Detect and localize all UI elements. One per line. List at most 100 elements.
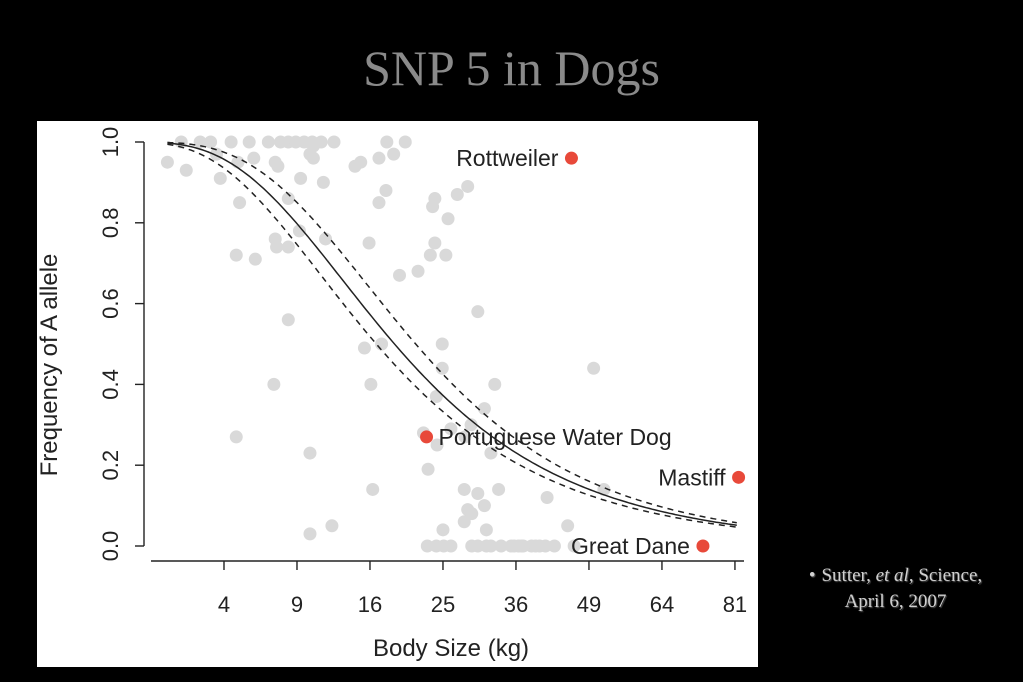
breed-point bbox=[477, 499, 491, 513]
breed-point bbox=[213, 171, 227, 185]
y-axis-label: Frequency of A allele bbox=[37, 254, 63, 477]
breed-point bbox=[441, 212, 455, 226]
breed-point bbox=[261, 135, 275, 149]
breed-point bbox=[444, 422, 458, 436]
breed-point bbox=[372, 196, 386, 210]
citation-authors: Sutter, bbox=[821, 565, 871, 586]
breed-point bbox=[450, 188, 464, 202]
breed-point bbox=[435, 361, 449, 375]
breed-point bbox=[479, 523, 493, 537]
y-tick-label: 0.8 bbox=[98, 208, 123, 239]
breed-point bbox=[366, 482, 380, 496]
breed-point bbox=[471, 486, 485, 500]
citation-journal: , Science, bbox=[908, 565, 983, 586]
breed-point bbox=[364, 377, 378, 391]
breed-point bbox=[492, 482, 506, 496]
breed-point bbox=[420, 539, 434, 553]
x-tick-label: 4 bbox=[218, 592, 230, 617]
breed-point bbox=[428, 236, 442, 250]
fit-curves bbox=[167, 141, 737, 528]
y-tick-label: 0.6 bbox=[98, 288, 123, 319]
y-tick-label: 0.0 bbox=[98, 531, 123, 562]
breed-point bbox=[354, 155, 368, 169]
breed-point bbox=[398, 135, 412, 149]
citation-date: April 6, 2007 bbox=[844, 591, 947, 612]
breed-point bbox=[393, 268, 407, 282]
x-tick-label: 16 bbox=[358, 592, 382, 617]
breed-point bbox=[488, 377, 502, 391]
breed-point bbox=[444, 539, 458, 553]
breed-point bbox=[379, 183, 393, 197]
breed-point bbox=[372, 151, 386, 165]
x-ticks: 4 9 16 25 36 49 64 81 bbox=[218, 561, 747, 617]
breed-point bbox=[421, 462, 435, 476]
breed-point bbox=[303, 527, 317, 541]
breed-point bbox=[494, 539, 508, 553]
breed-point bbox=[380, 135, 394, 149]
breed-point bbox=[160, 155, 174, 169]
x-axis-label: Body Size (kg) bbox=[373, 635, 529, 662]
breed-point bbox=[281, 192, 295, 206]
slide-title: SNP 5 in Dogs bbox=[363, 40, 660, 96]
breed-point bbox=[231, 155, 245, 169]
breed-point bbox=[316, 175, 330, 189]
citation: • Sutter, et al, Science, April 6, 2007 bbox=[768, 563, 1023, 615]
breed-point bbox=[567, 539, 581, 553]
breed-point bbox=[267, 377, 281, 391]
breed-point bbox=[292, 224, 306, 238]
breed-label: Mastiff bbox=[658, 464, 726, 490]
breed-point bbox=[428, 192, 442, 206]
fit-curve bbox=[167, 142, 737, 526]
breed-point bbox=[271, 159, 285, 173]
breed-point bbox=[465, 507, 479, 521]
breed-point bbox=[229, 248, 243, 262]
breed-point bbox=[327, 135, 341, 149]
y-tick-label: 0.2 bbox=[98, 450, 123, 481]
breed-point bbox=[540, 491, 554, 505]
x-tick-label: 36 bbox=[504, 592, 528, 617]
breed-label: Rottweiler bbox=[456, 145, 559, 171]
breed-point bbox=[464, 418, 478, 432]
breed-point bbox=[561, 519, 575, 533]
x-tick-label: 49 bbox=[577, 592, 601, 617]
breed-point bbox=[435, 337, 449, 351]
breed-point bbox=[484, 539, 498, 553]
breed-point bbox=[597, 482, 611, 496]
breed-point bbox=[325, 519, 339, 533]
breed-point bbox=[357, 341, 371, 355]
breed-point bbox=[436, 523, 450, 537]
y-ticks: 0.0 0.2 0.4 0.6 0.8 1.0 bbox=[98, 127, 144, 562]
breed-point bbox=[547, 539, 561, 553]
breed-point bbox=[233, 196, 247, 210]
breed-point bbox=[242, 135, 256, 149]
confidence-curve bbox=[167, 143, 737, 528]
breed-point bbox=[538, 539, 552, 553]
breed-point bbox=[430, 438, 444, 452]
x-tick-label: 25 bbox=[431, 592, 455, 617]
breed-point bbox=[458, 430, 472, 444]
confidence-curve bbox=[167, 141, 737, 524]
breed-point bbox=[281, 313, 295, 327]
highlight-point bbox=[420, 430, 434, 444]
breed-point bbox=[423, 248, 437, 262]
y-tick-label: 0.4 bbox=[98, 369, 123, 400]
breed-point bbox=[270, 240, 284, 254]
breed-point bbox=[247, 151, 261, 165]
breed-point bbox=[294, 171, 308, 185]
breed-point bbox=[281, 240, 295, 254]
breed-point bbox=[387, 147, 401, 161]
breed-point bbox=[193, 135, 207, 149]
x-tick-label: 9 bbox=[291, 592, 303, 617]
breed-point bbox=[204, 135, 218, 149]
breed-point bbox=[224, 135, 238, 149]
highlight-point bbox=[564, 151, 578, 165]
citation-bullet: • bbox=[808, 565, 816, 586]
breed-points bbox=[160, 135, 611, 553]
breed-point bbox=[248, 252, 262, 266]
breed-point bbox=[439, 248, 453, 262]
breed-point bbox=[303, 446, 317, 460]
highlight-point bbox=[696, 539, 710, 553]
breed-point bbox=[457, 482, 471, 496]
